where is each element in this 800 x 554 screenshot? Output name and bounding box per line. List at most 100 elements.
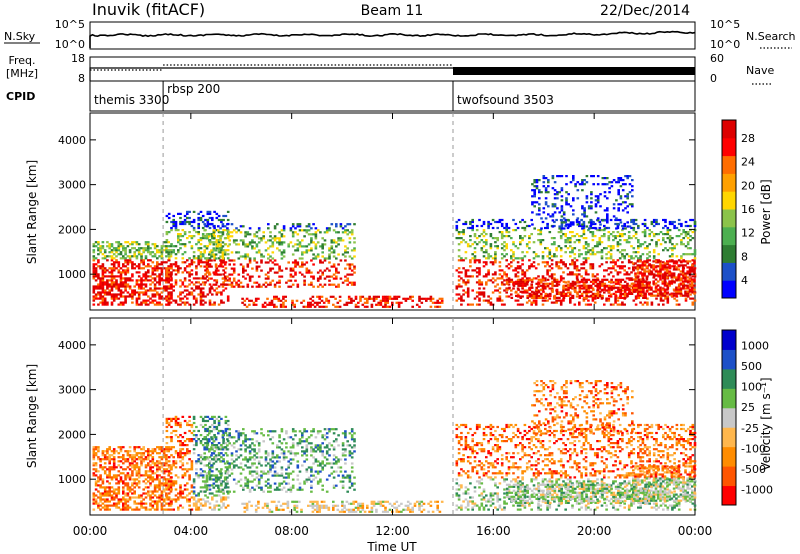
heatmap-cell [151, 504, 155, 507]
heatmap-cell [99, 496, 102, 499]
heatmap-cell [108, 482, 111, 485]
heatmap-cell [160, 263, 164, 266]
heatmap-cell [205, 265, 209, 268]
heatmap-cell [124, 279, 127, 282]
heatmap-cell [137, 247, 141, 250]
heatmap-cell [594, 211, 598, 214]
freq-label-line2: [MHz] [6, 67, 38, 80]
heatmap-cell [110, 263, 114, 266]
heatmap-cell [158, 281, 161, 284]
heatmap-cell [585, 201, 589, 204]
heatmap-cell [287, 279, 290, 282]
heatmap-cell [248, 241, 252, 244]
heatmap-cell [334, 305, 337, 308]
heatmap-cell [609, 218, 613, 222]
heatmap-cell [512, 243, 515, 246]
heatmap-cell [199, 210, 203, 213]
heatmap-cell [108, 275, 111, 278]
heatmap-cell [601, 219, 605, 222]
heatmap-cell [108, 486, 111, 489]
heatmap-cell [309, 303, 312, 306]
heatmap-cell [462, 279, 465, 282]
heatmap-cell [174, 474, 178, 477]
heatmap-cell [92, 496, 96, 499]
heatmap-cell [496, 247, 499, 250]
heatmap-cell [618, 303, 622, 306]
heatmap-cell [659, 270, 662, 273]
heatmap-cell [165, 279, 169, 282]
heatmap-cell [675, 292, 678, 295]
heatmap-cell [525, 277, 529, 280]
heatmap-cell [156, 275, 159, 278]
heatmap-cell [569, 271, 572, 274]
heatmap-cell [684, 260, 687, 263]
heatmap-cell [162, 468, 166, 471]
heatmap-cell [131, 460, 134, 463]
heatmap-cell [323, 243, 327, 246]
heatmap-cell [538, 207, 541, 210]
heatmap-cell [533, 181, 536, 184]
heatmap-cell [133, 502, 136, 505]
heatmap-cell [156, 476, 159, 479]
heatmap-cell [575, 267, 579, 270]
heatmap-cell [560, 227, 564, 230]
heatmap-cell [339, 259, 343, 262]
heatmap-cell [559, 291, 563, 294]
heatmap-cell [220, 283, 223, 286]
heatmap-cell [203, 283, 206, 286]
heatmap-cell [305, 249, 309, 252]
heatmap-cell [675, 243, 679, 246]
heatmap-cell [269, 245, 272, 248]
heatmap-cell [343, 303, 346, 306]
heatmap-cell [126, 498, 130, 501]
heatmap-cell [212, 237, 216, 240]
heatmap-cell [350, 281, 354, 284]
heatmap-cell [580, 280, 584, 283]
heatmap-cell [489, 261, 493, 264]
heatmap-cell [601, 280, 604, 283]
heatmap-cell [526, 294, 529, 297]
heatmap-cell [542, 207, 546, 210]
heatmap-cell [294, 261, 297, 264]
heatmap-cell [122, 247, 125, 250]
heatmap-cell [140, 456, 143, 459]
heatmap-cell [657, 239, 660, 242]
heatmap-cell [562, 280, 566, 283]
heatmap-cell [655, 243, 658, 246]
heatmap-cell [142, 273, 145, 276]
heatmap-cell [169, 486, 173, 489]
heatmap-cell [455, 269, 459, 272]
heatmap-cell [170, 425, 173, 429]
heatmap-cell [564, 220, 567, 224]
heatmap-cell [332, 265, 336, 268]
heatmap-cell [170, 502, 173, 505]
heatmap-cell [682, 229, 685, 232]
heatmap-cell [670, 260, 674, 263]
heatmap-cell [153, 450, 157, 453]
heatmap-cell [664, 233, 667, 236]
heatmap-cell [621, 179, 625, 182]
heatmap-cell [275, 297, 278, 300]
heatmap-cell [192, 303, 196, 306]
heatmap-cell [119, 289, 123, 292]
heatmap-cell [188, 235, 191, 238]
heatmap-cell [103, 500, 107, 503]
heatmap-cell [195, 231, 198, 234]
heatmap-cell [575, 295, 579, 298]
heatmap-cell [153, 303, 157, 306]
heatmap-cell [230, 235, 234, 238]
heatmap-cell [391, 297, 394, 300]
heatmap-cell [195, 297, 198, 300]
heatmap-cell [607, 289, 611, 292]
heatmap-cell [585, 181, 589, 184]
heatmap-cell [670, 292, 674, 295]
heatmap-cell [628, 284, 631, 287]
heatmap-cell [370, 303, 374, 306]
heatmap-cell [219, 247, 222, 250]
heatmap-cell [596, 241, 599, 244]
heatmap-cell [668, 237, 672, 240]
heatmap-cell [533, 191, 536, 194]
heatmap-cell [666, 295, 670, 298]
heatmap-cell [608, 290, 611, 293]
